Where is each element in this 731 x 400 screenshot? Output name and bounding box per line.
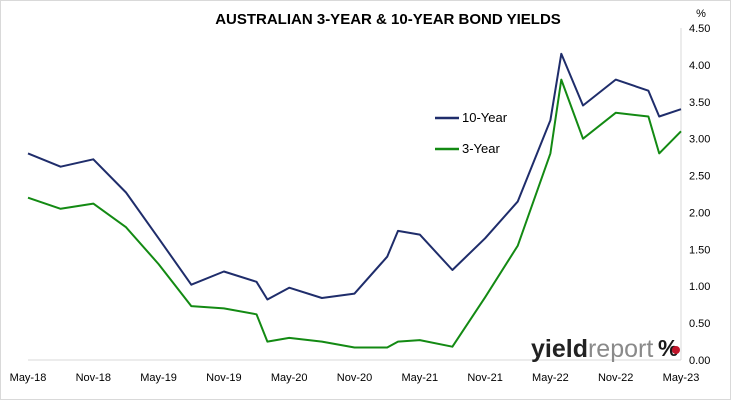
x-axis-ticks: May-18 Nov-18 May-19 Nov-19 May-20 Nov-20 May-… xyxy=(10,372,700,384)
y-tick-label: 0.50 xyxy=(689,318,710,330)
plot-area xyxy=(27,28,682,361)
y-tick-label: 2.50 xyxy=(689,171,710,183)
x-tick-label: Nov-22 xyxy=(598,372,633,384)
x-tick-label: Nov-21 xyxy=(467,372,502,384)
yieldreport-logo: yieldreport % xyxy=(531,335,680,363)
x-tick-label: May-21 xyxy=(401,372,438,384)
y-axis-ticks: 0.00 0.50 1.00 1.50 2.00 2.50 3.00 3.50 4.00 4.50 xyxy=(689,23,710,367)
series-layer xyxy=(27,52,682,349)
y-tick-label: 3.50 xyxy=(689,97,710,109)
x-tick-label: May-18 xyxy=(10,372,47,384)
brand-name-report: report xyxy=(588,335,653,363)
x-tick-label: May-19 xyxy=(140,372,177,384)
y-axis-unit: % xyxy=(696,8,706,20)
x-tick-label: May-20 xyxy=(271,372,308,384)
legend-item-10-year: 10-Year xyxy=(435,110,508,125)
y-tick-label: 0.00 xyxy=(689,355,710,367)
legend: 10-Year 3-Year xyxy=(435,110,508,156)
y-tick-label: 1.00 xyxy=(689,281,710,293)
y-tick-label: 4.00 xyxy=(689,60,710,72)
y-tick-label: 3.00 xyxy=(689,134,710,146)
percent-icon: % xyxy=(658,335,678,361)
x-tick-label: Nov-18 xyxy=(76,372,111,384)
legend-label-3-year: 3-Year xyxy=(462,141,500,156)
brand-name-yield: yield xyxy=(531,335,588,363)
series-line-10-year xyxy=(27,52,682,301)
y-tick-label: 2.00 xyxy=(689,207,710,219)
x-tick-label: May-23 xyxy=(663,372,700,384)
x-tick-label: Nov-20 xyxy=(337,372,372,384)
legend-label-10-year: 10-Year xyxy=(462,110,508,125)
x-tick-label: Nov-19 xyxy=(206,372,241,384)
svg-text:yieldreport: yieldreport xyxy=(531,335,653,363)
legend-item-3-year: 3-Year xyxy=(435,141,500,156)
y-tick-label: 1.50 xyxy=(689,244,710,256)
brand-dot-icon xyxy=(672,346,680,354)
series-line-3-year xyxy=(27,78,682,349)
x-tick-label: May-22 xyxy=(532,372,569,384)
chart-title: AUSTRALIAN 3-YEAR & 10-YEAR BOND YIELDS xyxy=(215,11,561,28)
y-tick-label: 4.50 xyxy=(689,23,710,35)
